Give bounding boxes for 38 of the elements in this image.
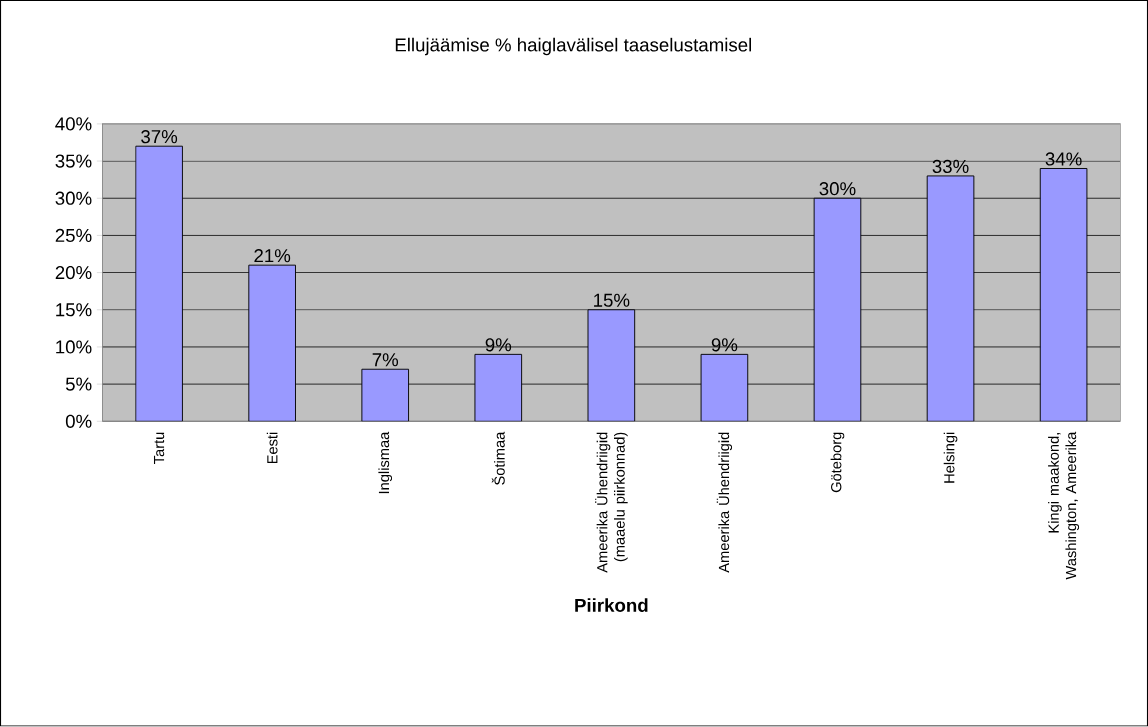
x-tick-label: Eesti: [266, 432, 278, 464]
y-tick-label: 15%: [56, 303, 92, 317]
y-tick-label: 25%: [55, 229, 92, 243]
y-tick-label: 35%: [55, 154, 92, 168]
data-label: 34%: [1045, 152, 1082, 166]
data-label: 15%: [594, 293, 630, 308]
bar: [926, 175, 975, 422]
x-axis-title: Piirkond: [575, 598, 648, 613]
x-tick-label: Tartu: [153, 432, 165, 465]
y-tick-label: 10%: [56, 340, 92, 354]
chart-title: Ellujäämise % haiglavälisel taaselustamisel: [395, 38, 752, 56]
y-tick-label: 30%: [55, 191, 92, 206]
data-label: 9%: [711, 338, 738, 352]
y-tick-label: 20%: [55, 266, 92, 280]
y-tick-label: 40%: [55, 117, 92, 131]
x-tick-label: Ameerika Ühendriigid (maaelu piirkonnad): [595, 432, 628, 573]
bar: [135, 145, 183, 422]
x-tick-label: Kingi maakond, Washington, Ameerika: [1048, 431, 1080, 580]
bar: [700, 354, 749, 422]
bar: [813, 197, 862, 422]
bar: [474, 354, 523, 422]
bar: [248, 264, 296, 422]
x-tick-label: Inglismaa: [378, 431, 393, 494]
x-tick-label: Göteborg: [830, 432, 845, 493]
x-tick-label: Helsingi: [943, 432, 958, 483]
data-label: 37%: [141, 130, 178, 144]
x-tick-label: Ameerika Ühendriigid: [716, 432, 733, 573]
y-tick-label: 5%: [65, 377, 92, 391]
bar: [361, 368, 410, 422]
data-label: 9%: [485, 338, 512, 352]
data-label: 21%: [254, 249, 291, 263]
data-label: 7%: [372, 353, 399, 367]
data-label: 33%: [932, 159, 969, 174]
data-label: 30%: [819, 182, 856, 196]
bar: [1039, 168, 1088, 422]
x-tick-label: Šotimaa: [491, 431, 505, 486]
bar: [587, 309, 636, 422]
y-tick-label: 0%: [65, 414, 92, 429]
